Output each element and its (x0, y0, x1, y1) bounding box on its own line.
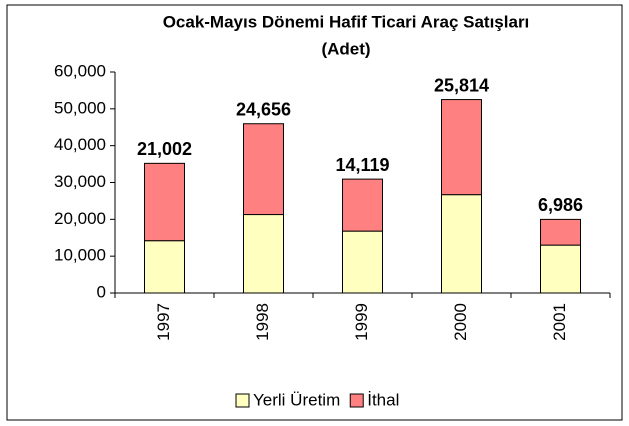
bar-segment (540, 244, 581, 294)
chart-subtitle: (Adet) (321, 39, 370, 58)
y-tick-label: 30,000 (54, 172, 106, 191)
y-tick-label: 20,000 (54, 209, 106, 228)
value-label: 14,119 (335, 155, 389, 175)
bar-segment (540, 218, 581, 246)
chart-frame (6, 4, 623, 421)
bar-segment (441, 194, 482, 294)
legend-label: İthal (367, 390, 399, 409)
x-tick-label: 1997 (154, 303, 173, 341)
bar-segment (441, 99, 482, 196)
y-tick-label: 0 (97, 282, 106, 301)
value-label: 25,814 (434, 75, 489, 95)
bar-segment (144, 162, 185, 242)
value-label: 6,986 (538, 195, 583, 215)
y-tick-label: 10,000 (54, 246, 106, 265)
legend-label: Yerli Üretim (253, 390, 340, 409)
x-tick-label: 2000 (451, 303, 470, 341)
bar-segment (342, 178, 383, 232)
x-tick-label: 1999 (352, 303, 371, 341)
y-tick-label: 60,000 (54, 61, 106, 80)
y-tick-label: 40,000 (54, 135, 106, 154)
value-label: 21,002 (137, 139, 192, 159)
legend-swatch (235, 393, 250, 408)
x-tick-label: 1998 (253, 303, 272, 341)
bar-segment (243, 123, 284, 216)
bar-segment (144, 240, 185, 294)
value-label: 24,656 (236, 99, 291, 119)
legend-swatch (349, 393, 364, 408)
chart-title: Ocak-Mayıs Dönemi Hafif Ticari Araç Satı… (163, 12, 530, 31)
bar-segment (243, 214, 284, 294)
bar-segment (342, 230, 383, 294)
y-tick-label: 50,000 (54, 98, 106, 117)
x-tick-label: 2001 (550, 303, 569, 341)
